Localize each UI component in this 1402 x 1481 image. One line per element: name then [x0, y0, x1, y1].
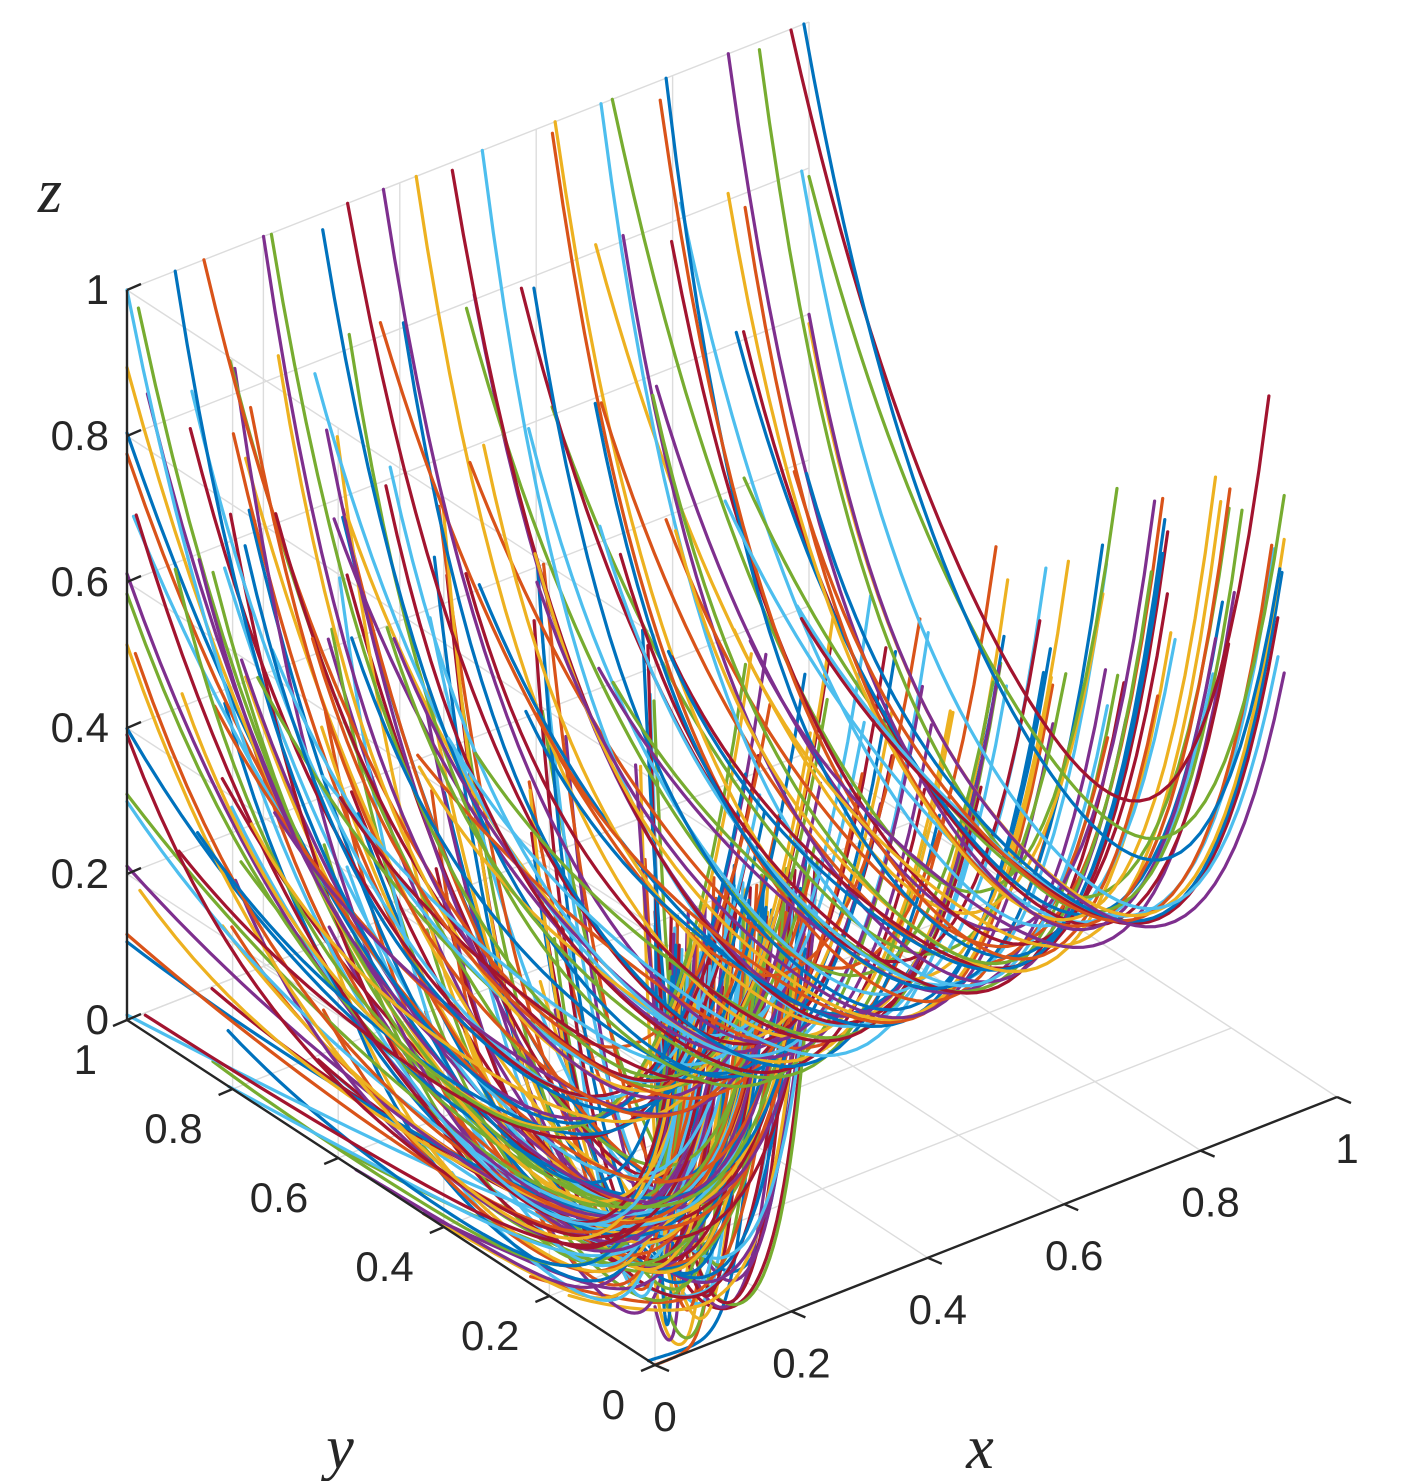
trajectory-line: [598, 524, 1108, 987]
z-tick-label: 1: [86, 266, 109, 313]
trajectory-line: [468, 460, 998, 970]
y-tick-label: 0: [602, 1381, 625, 1428]
x-tick-mark: [654, 1363, 670, 1373]
z-tick-mark: [126, 282, 142, 292]
trajectory-line: [385, 626, 928, 1080]
x-tick-label: 0.6: [1045, 1232, 1103, 1279]
x-axis-label: x: [965, 1414, 994, 1481]
x-tick-mark: [1336, 1095, 1352, 1105]
trajectory-line: [792, 470, 1274, 923]
x-tick-label: 0: [653, 1393, 676, 1440]
trajectory-line: [145, 392, 790, 1204]
labels: x y z: [37, 158, 994, 1481]
trajectory-line: [310, 636, 864, 1101]
trajectory-line: [610, 97, 1119, 894]
x-tick-mark: [1063, 1203, 1079, 1212]
x-tick-label: 1: [1335, 1125, 1358, 1172]
x-tick-label: 0.8: [1181, 1179, 1239, 1226]
trajectory-line: [125, 366, 697, 1204]
y-tick-mark: [112, 1018, 128, 1028]
trajectory-line: [550, 131, 1068, 1004]
x-tick-mark: [790, 1310, 806, 1319]
y-axis-label: y: [320, 1414, 354, 1481]
trajectory-line: [173, 567, 748, 1132]
y-tick-mark: [218, 1087, 234, 1097]
trajectory-line: [807, 174, 1286, 841]
trajectory-line: [125, 733, 725, 1239]
axes: 00.20.40.60.8100.20.40.60.8100.20.40.60.…: [51, 266, 1359, 1440]
y-tick-mark: [323, 1156, 339, 1166]
x-tick-mark: [927, 1256, 943, 1265]
trajectory-line: [611, 673, 1120, 994]
y-tick-label: 0.4: [355, 1243, 413, 1290]
trajectory-line: [802, 22, 1282, 862]
z-tick-mark: [126, 428, 142, 438]
trajectory-line: [533, 552, 1053, 1022]
grid-line: [126, 289, 656, 636]
trajectory-line: [658, 98, 1160, 961]
z-tick-label: 0.4: [51, 704, 109, 751]
grid-line: [126, 21, 810, 291]
y-tick-label: 0.6: [250, 1174, 308, 1221]
grid-line: [126, 167, 810, 437]
y-tick-mark: [429, 1225, 445, 1235]
trajectory-line: [524, 670, 1046, 1028]
trajectory-line: [249, 405, 812, 1118]
trajectory-line: [800, 169, 1280, 911]
x-tick-mark: [1200, 1149, 1216, 1158]
x-axis-line: [654, 1095, 1338, 1367]
trajectory-line: [136, 306, 758, 1210]
y-axis-line: [126, 1018, 656, 1367]
trajectory-line: [534, 683, 1055, 1025]
trajectory-line: [807, 312, 1286, 929]
trajectory-line: [125, 592, 797, 1209]
trajectory-line: [131, 514, 742, 1179]
trajectory-line: [748, 590, 1236, 949]
trajectory-line: [726, 191, 1218, 922]
z-tick-mark: [126, 866, 142, 876]
trajectory-line: [231, 432, 760, 1208]
y-tick-mark: [534, 1294, 550, 1304]
x-tick-label: 0.4: [909, 1286, 967, 1333]
z-tick-mark: [126, 720, 142, 730]
trajectory-line: [742, 476, 1231, 899]
trajectory-line: [732, 500, 1223, 948]
z-tick-label: 0.2: [51, 850, 109, 897]
z-tick-mark: [126, 1012, 142, 1022]
trajectory-line: [593, 401, 1105, 991]
trajectories: [125, 22, 1286, 1367]
trajectory-line: [125, 288, 694, 1226]
z-tick-label: 0.6: [51, 558, 109, 605]
trajectory-line: [670, 530, 1170, 970]
y-tick-label: 1: [74, 1036, 97, 1083]
z-tick-mark: [126, 574, 142, 584]
z-axis-label: z: [37, 158, 62, 226]
trajectory-line: [133, 651, 766, 1225]
trajectory-line: [313, 372, 866, 1038]
y-tick-mark: [640, 1363, 656, 1373]
x-tick-label: 0.2: [772, 1339, 830, 1386]
y-tick-label: 0.8: [144, 1105, 202, 1152]
z-tick-label: 0: [86, 996, 109, 1043]
trajectory-line: [261, 234, 823, 1100]
trajectory-line: [125, 452, 794, 1184]
z-tick-label: 0.8: [51, 412, 109, 459]
trajectory-line: [804, 471, 1284, 923]
trajectory-line: [529, 896, 784, 1304]
y-tick-label: 0.2: [461, 1312, 519, 1359]
